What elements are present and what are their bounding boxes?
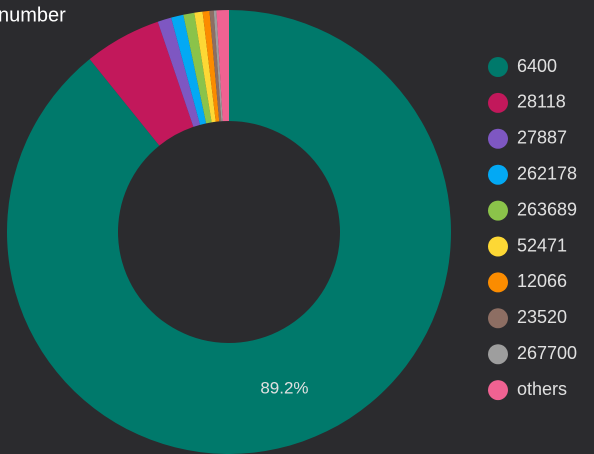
slice [216,10,229,122]
legend-swatch [488,92,508,113]
slice [194,11,216,123]
legend-label: 6400 [517,56,557,76]
slice [202,10,220,122]
slice [213,10,223,122]
legend-label: 27887 [517,128,567,148]
legend-swatch [488,344,508,365]
legend-swatch [488,308,508,329]
legend-swatch [488,164,508,185]
legend-swatch [488,57,508,77]
legend-swatch [488,236,508,257]
legend-swatch [488,380,508,401]
legend-label: others [517,379,567,399]
slice [171,14,207,125]
legend-label: 52471 [517,235,567,255]
legend-label: 267700 [517,343,577,363]
slice [6,10,451,454]
legend-label: 12066 [517,271,567,291]
slice [157,17,201,127]
legend-swatch [488,272,508,293]
legend-swatch [488,200,508,221]
legend-label: 263689 [517,199,577,219]
slice [209,10,222,122]
slice [89,21,194,146]
legend-swatch [488,128,508,149]
legend-label: 262178 [517,163,577,183]
value-label: 89.2% [260,378,308,397]
legend-label: 23520 [517,307,567,327]
legend-label: 28118 [517,92,566,112]
slice [183,12,212,124]
chart-title: number [0,4,66,26]
